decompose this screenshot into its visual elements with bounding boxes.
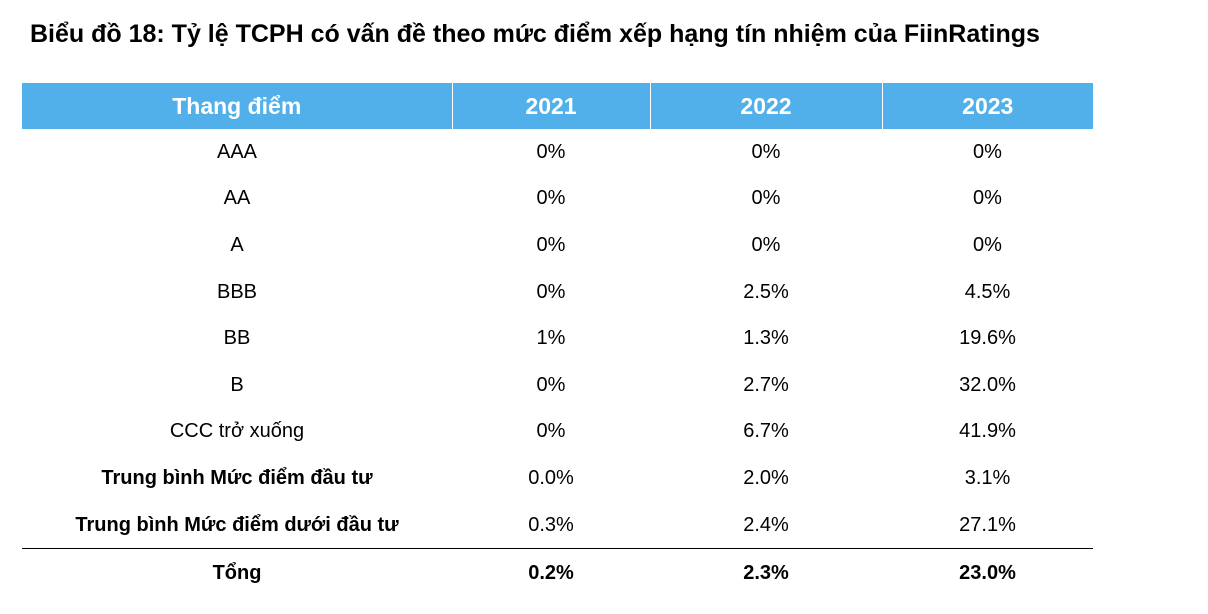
table-row: AA 0% 0% 0%: [22, 176, 1093, 223]
cell-2023: 0%: [973, 187, 1002, 210]
rating-table: Thang điểm 2021 2022 2023 AAA 0% 0% 0% A…: [22, 83, 1093, 598]
cell-2021: 0.2%: [452, 548, 650, 598]
cell-2021: 0%: [536, 187, 566, 210]
cell-2022: 0%: [751, 233, 781, 256]
cell-2023: 4.5%: [964, 280, 1011, 303]
cell-2023: 3.1%: [964, 466, 1011, 489]
cell-2023: 32.0%: [959, 373, 1016, 396]
table-row: AAA 0% 0% 0%: [22, 129, 1093, 176]
cell-2021: 0%: [536, 280, 566, 303]
row-label: CCC trở xuống: [169, 420, 305, 443]
cell-2021: 0%: [536, 420, 566, 443]
row-label: Tổng: [22, 548, 452, 598]
cell-2021: 0.3%: [528, 513, 574, 536]
cell-2023: 0%: [973, 140, 1002, 163]
cell-2023: 23.0%: [882, 548, 1093, 598]
table-row: BBB 0% 2.5% 4.5%: [22, 269, 1093, 316]
cell-2023: 19.6%: [959, 327, 1016, 350]
table-row-investment-grade-average: Trung bình Mức điểm đầu tư 0.0% 2.0% 3.1…: [22, 455, 1093, 502]
cell-2021: 1%: [536, 327, 566, 350]
cell-2022: 2.4%: [743, 513, 789, 536]
cell-2022: 2.5%: [743, 280, 789, 303]
cell-2021: 0%: [536, 233, 566, 256]
row-label: BB: [223, 327, 251, 350]
row-label: AAA: [216, 140, 258, 163]
cell-2022: 2.3%: [650, 548, 882, 598]
cell-2022: 0%: [751, 187, 781, 210]
cell-2023: 41.9%: [959, 420, 1016, 443]
row-label: Trung bình Mức điểm đầu tư: [101, 466, 373, 489]
cell-2021: 0.0%: [528, 466, 574, 489]
header-year-2021: 2021: [451, 83, 650, 129]
table-row-total: Tổng 0.2% 2.3% 23.0%: [22, 548, 1093, 598]
row-label: A: [230, 233, 244, 256]
cell-2022: 2.7%: [743, 373, 789, 396]
cell-2022: 1.3%: [743, 327, 789, 350]
row-label: Trung bình Mức điểm dưới đầu tư: [75, 513, 399, 536]
table-row: CCC trở xuống 0% 6.7% 41.9%: [22, 409, 1093, 456]
page-title: Biểu đồ 18: Tỷ lệ TCPH có vấn đề theo mứ…: [30, 20, 1040, 48]
header-rating-scale: Thang điểm: [22, 83, 452, 129]
cell-2022: 6.7%: [743, 420, 789, 443]
row-label: AA: [223, 187, 251, 210]
cell-2022: 2.0%: [743, 466, 789, 489]
cell-2023: 27.1%: [959, 513, 1016, 536]
table-row-speculative-grade-average: Trung bình Mức điểm dưới đầu tư 0.3% 2.4…: [22, 502, 1093, 549]
cell-2022: 0%: [751, 140, 781, 163]
row-label: BBB: [216, 280, 258, 303]
table-header-row: Thang điểm 2021 2022 2023: [22, 83, 1093, 129]
cell-2021: 0%: [536, 373, 566, 396]
table-row: A 0% 0% 0%: [22, 222, 1093, 269]
cell-2023: 0%: [973, 233, 1002, 256]
header-year-2022: 2022: [649, 83, 882, 129]
header-year-2023: 2023: [881, 83, 1093, 129]
cell-2021: 0%: [536, 140, 566, 163]
table-row: B 0% 2.7% 32.0%: [22, 362, 1093, 409]
row-label: B: [230, 373, 244, 396]
table-row: BB 1% 1.3% 19.6%: [22, 315, 1093, 362]
